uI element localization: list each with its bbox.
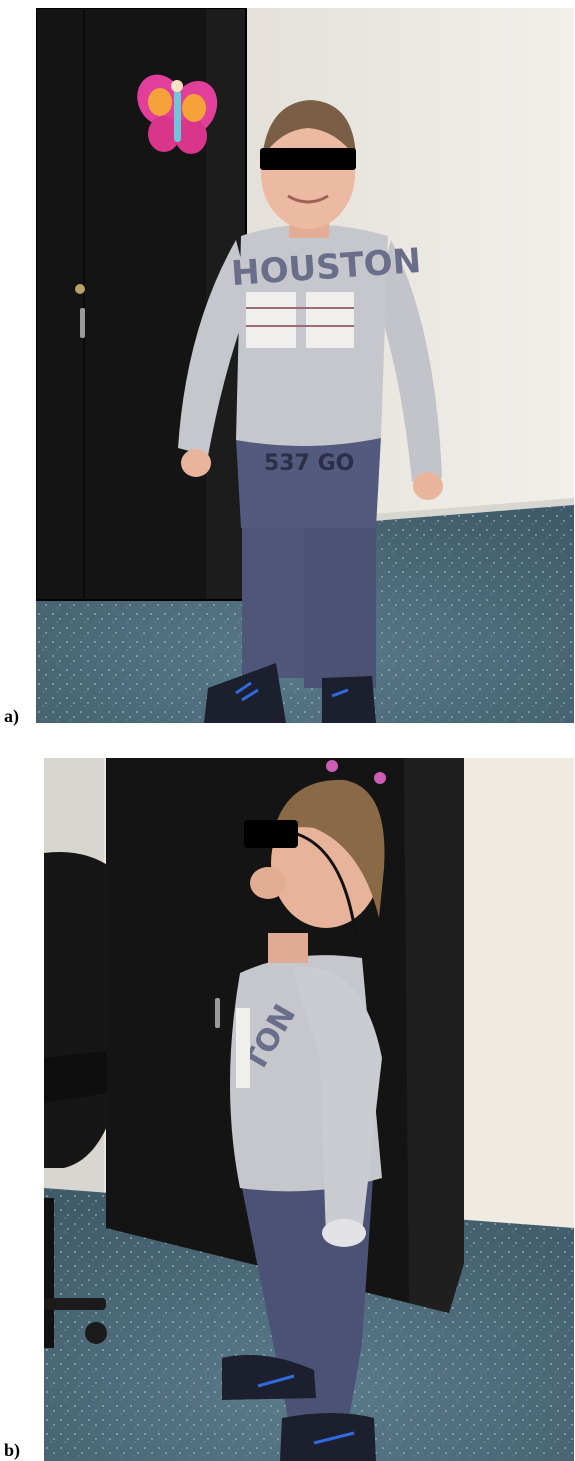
censor-bar — [260, 148, 356, 170]
pants-print: 537 GO — [264, 451, 354, 476]
panel-a-label: a) — [4, 706, 19, 726]
censor-bar — [244, 820, 298, 848]
photo-panel-a: 537 GO HOUSTON — [36, 8, 574, 723]
photo-panel-b: TON — [44, 758, 574, 1461]
butterfly-sticker — [137, 74, 218, 154]
panel-b-label: b) — [4, 1440, 21, 1460]
